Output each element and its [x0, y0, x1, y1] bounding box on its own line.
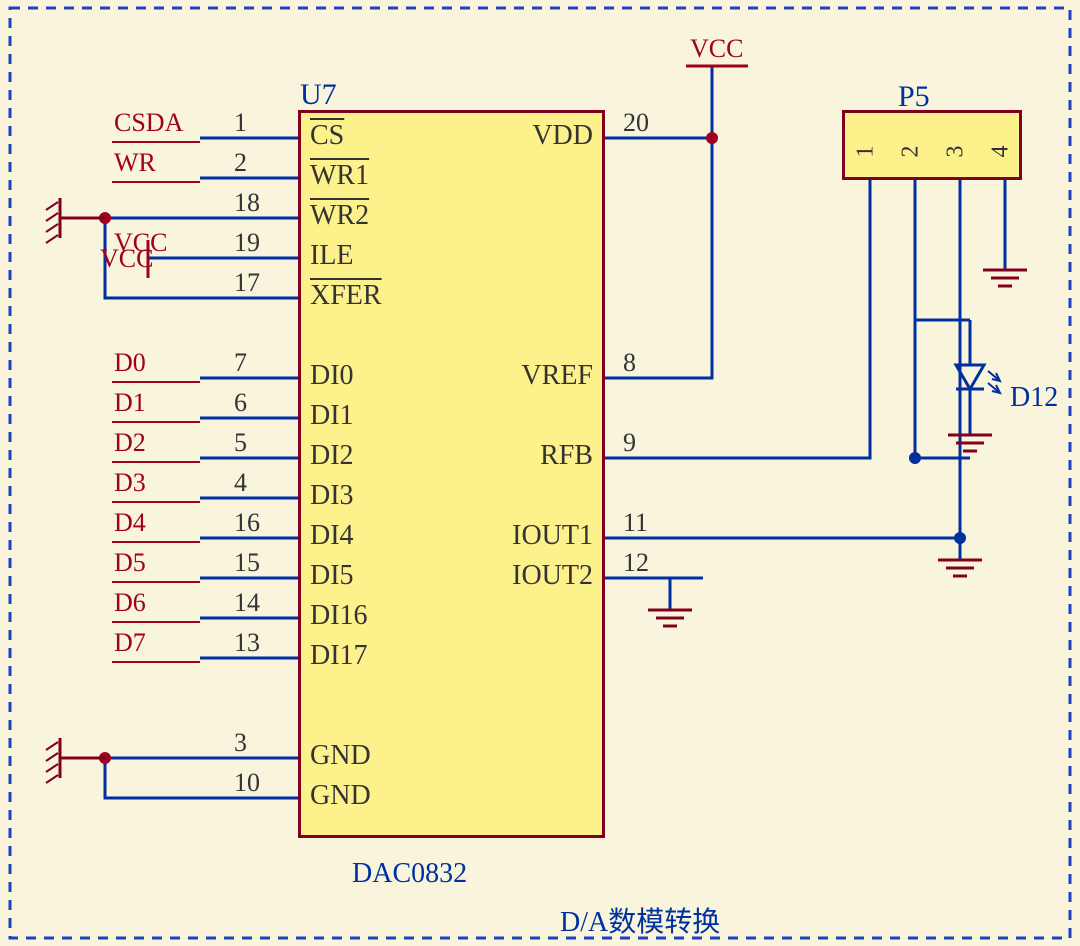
pin-num: 9	[623, 428, 636, 458]
part-u7: DAC0832	[352, 858, 467, 890]
net-label: D2	[114, 428, 146, 458]
pin-name: VDD	[532, 120, 593, 152]
net-label: D1	[114, 388, 146, 418]
pin-num: 20	[623, 108, 649, 138]
pin-name: DI16	[310, 600, 368, 632]
pin-name: GND	[310, 780, 371, 812]
pin-num: 4	[234, 468, 247, 498]
p5-pin-num: 4	[988, 146, 1015, 158]
pin-num: 6	[234, 388, 247, 418]
net-label-vcc-ile: VCC	[100, 244, 153, 274]
pin-name: ILE	[310, 240, 354, 272]
pin-num: 10	[234, 768, 260, 798]
pin-num: 19	[234, 228, 260, 258]
schematic-title: D/A数模转换	[560, 900, 720, 940]
pin-name: GND	[310, 740, 371, 772]
pin-num: 8	[623, 348, 636, 378]
net-label: D4	[114, 508, 146, 538]
pin-name: DI0	[310, 360, 354, 392]
net-label: D6	[114, 588, 146, 618]
net-label: WR	[114, 148, 156, 178]
ref-d12: D12	[1010, 382, 1058, 414]
pin-num: 12	[623, 548, 649, 578]
ref-p5: P5	[898, 80, 930, 114]
net-label: D0	[114, 348, 146, 378]
pin-num: 17	[234, 268, 260, 298]
pin-name: WR1	[310, 160, 369, 192]
net-vcc: VCC	[690, 34, 743, 64]
pin-name: DI4	[310, 520, 354, 552]
pin-name: RFB	[540, 440, 593, 472]
pin-num: 3	[234, 728, 247, 758]
pin-name: VREF	[521, 360, 593, 392]
pin-num: 2	[234, 148, 247, 178]
pin-num: 13	[234, 628, 260, 658]
p5-pin-num: 2	[898, 146, 925, 158]
pin-num: 18	[234, 188, 260, 218]
pin-num: 1	[234, 108, 247, 138]
pin-name: IOUT2	[512, 560, 593, 592]
p5-pin-num: 1	[853, 146, 880, 158]
pin-name: DI17	[310, 640, 368, 672]
schematic-canvas: U7 DAC0832 P5 1CSCSDA2WR1WR18WR219ILEVCC…	[0, 0, 1080, 946]
pin-name: WR2	[310, 200, 369, 232]
pin-num: 7	[234, 348, 247, 378]
pin-name: CS	[310, 120, 344, 152]
pin-name: DI3	[310, 480, 354, 512]
ref-u7: U7	[300, 78, 337, 112]
pin-name: DI1	[310, 400, 354, 432]
pin-name: IOUT1	[512, 520, 593, 552]
pin-name: DI5	[310, 560, 354, 592]
pin-num: 11	[623, 508, 648, 538]
net-label: D7	[114, 628, 146, 658]
pin-num: 15	[234, 548, 260, 578]
pin-num: 16	[234, 508, 260, 538]
pin-name: XFER	[310, 280, 382, 312]
pin-num: 5	[234, 428, 247, 458]
pin-name: DI2	[310, 440, 354, 472]
p5-pin-num: 3	[943, 146, 970, 158]
pin-num: 14	[234, 588, 260, 618]
net-label: D5	[114, 548, 146, 578]
net-label: D3	[114, 468, 146, 498]
net-label: CSDA	[114, 108, 183, 138]
